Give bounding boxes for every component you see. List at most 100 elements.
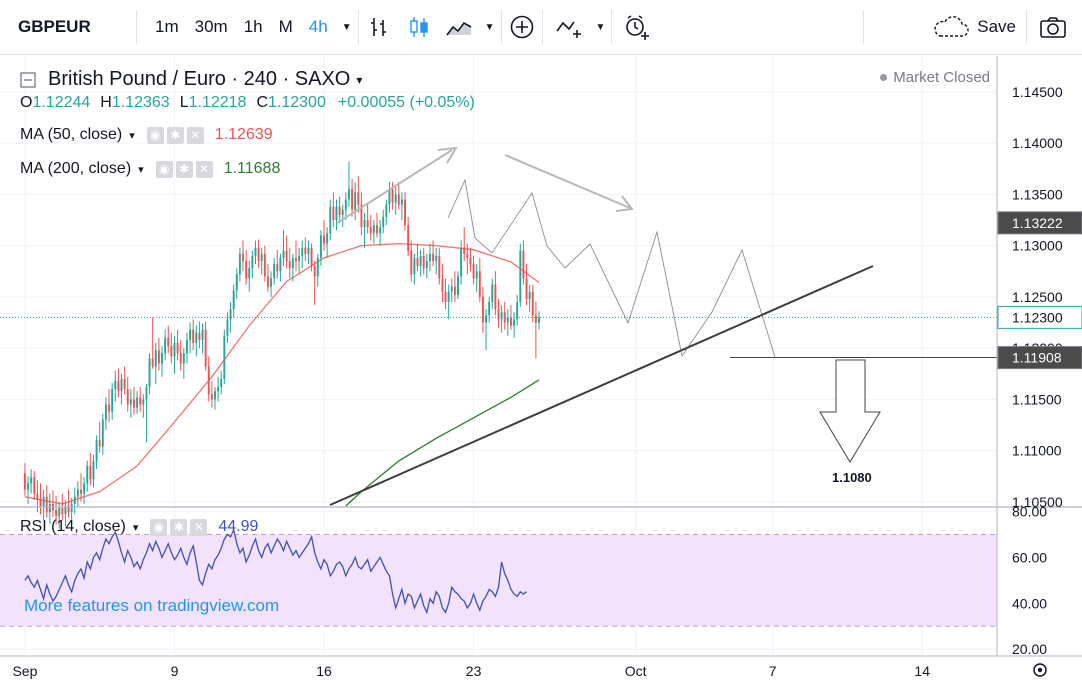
candle-body bbox=[273, 264, 276, 279]
eye-icon[interactable]: ◉ bbox=[155, 160, 173, 178]
open-value: 1.12244 bbox=[32, 94, 91, 111]
close-icon[interactable]: ✕ bbox=[186, 126, 204, 144]
candle-body bbox=[204, 329, 207, 367]
close-icon[interactable]: ✕ bbox=[190, 518, 208, 536]
bar-chart-icon[interactable] bbox=[362, 10, 396, 44]
candle-body bbox=[513, 319, 516, 326]
candle bbox=[39, 483, 42, 515]
interval-chevron-down-icon[interactable]: ▼ bbox=[341, 21, 352, 33]
candle bbox=[351, 179, 354, 217]
interval-4h[interactable]: 4h bbox=[308, 17, 328, 36]
candle-body bbox=[453, 286, 456, 295]
drawing-tool-icon[interactable] bbox=[553, 10, 587, 44]
save-label: Save bbox=[977, 17, 1016, 36]
settings-gear-icon[interactable] bbox=[1033, 663, 1047, 677]
gear-icon[interactable]: ✱ bbox=[166, 126, 184, 144]
candle bbox=[388, 182, 391, 213]
candle bbox=[111, 382, 114, 420]
rsi-chevron-down-icon[interactable]: ▾ bbox=[132, 521, 139, 534]
chart-type-chevron-down-icon[interactable]: ▼ bbox=[484, 21, 495, 33]
candle-body bbox=[410, 250, 413, 275]
save-button[interactable]: Save bbox=[931, 10, 1016, 44]
gear-icon[interactable]: ✱ bbox=[170, 518, 188, 536]
candle-body bbox=[497, 309, 500, 320]
candle-body bbox=[226, 319, 229, 336]
toolbar-divider bbox=[136, 10, 137, 44]
ma200-legend[interactable]: MA (200, close) ▾ ◉ ✱ ✕ 1.11688 bbox=[20, 160, 280, 178]
candle-body bbox=[195, 332, 198, 343]
candle-body bbox=[23, 473, 26, 490]
candle-body bbox=[485, 315, 488, 323]
symbol-search[interactable]: GBPEUR bbox=[18, 17, 91, 36]
candle-body bbox=[145, 387, 148, 400]
candle-body bbox=[357, 192, 360, 205]
candle bbox=[366, 202, 369, 234]
ma50-value: 1.12639 bbox=[214, 126, 273, 143]
ma50-chevron-down-icon[interactable]: ▾ bbox=[129, 129, 135, 142]
camera-icon[interactable] bbox=[1036, 10, 1070, 44]
candle-body bbox=[39, 499, 42, 507]
candle bbox=[114, 370, 117, 402]
interval-30m[interactable]: 30m bbox=[194, 17, 228, 36]
interval-1m[interactable]: 1m bbox=[155, 17, 179, 36]
candle-body bbox=[388, 189, 391, 205]
candle bbox=[407, 216, 410, 256]
candle-body bbox=[80, 489, 82, 494]
candle bbox=[285, 235, 288, 269]
price-tick-label: 1.11500 bbox=[1012, 391, 1062, 407]
alert-icon[interactable] bbox=[620, 10, 654, 44]
candle-body bbox=[360, 204, 363, 228]
interval-m[interactable]: M bbox=[278, 17, 293, 36]
candle bbox=[154, 343, 157, 384]
collapse-legend-icon[interactable] bbox=[20, 71, 36, 88]
rsi-legend[interactable]: RSI (14, close) ▾ ◉ ✱ ✕ 44.99 bbox=[20, 518, 258, 536]
add-indicator-icon[interactable] bbox=[505, 10, 539, 44]
candle bbox=[522, 240, 525, 285]
candle-body bbox=[248, 268, 251, 279]
candle-body bbox=[506, 317, 509, 323]
eye-icon[interactable]: ◉ bbox=[146, 126, 164, 144]
candle bbox=[534, 302, 537, 359]
candle-body bbox=[435, 255, 438, 261]
title-chevron-down-icon[interactable]: ▾ bbox=[356, 72, 363, 87]
candle bbox=[204, 321, 207, 371]
area-chart-icon[interactable] bbox=[442, 10, 476, 44]
candle-body bbox=[157, 350, 160, 364]
ma50-legend[interactable]: MA (50, close) ▾ ◉ ✱ ✕ 1.12639 bbox=[20, 126, 273, 144]
candle-body bbox=[460, 247, 463, 277]
candle-body bbox=[285, 250, 288, 261]
candle bbox=[145, 384, 148, 443]
candles-icon[interactable] bbox=[402, 10, 436, 44]
candle-body bbox=[55, 510, 58, 517]
candle-body bbox=[538, 317, 540, 323]
candle-body bbox=[114, 380, 117, 390]
eye-icon[interactable]: ◉ bbox=[150, 518, 168, 536]
candle bbox=[176, 329, 179, 361]
ma200-chevron-down-icon[interactable]: ▾ bbox=[138, 163, 144, 176]
candle-body bbox=[242, 253, 244, 261]
candle-body bbox=[276, 264, 279, 272]
candle bbox=[450, 278, 453, 302]
candle bbox=[182, 348, 185, 379]
candle bbox=[67, 489, 70, 518]
candle-body bbox=[210, 394, 213, 400]
promo-link[interactable]: More features on tradingview.com bbox=[24, 596, 280, 615]
price-tick-label: 1.13000 bbox=[1012, 238, 1063, 254]
candle bbox=[270, 271, 273, 297]
candle-body bbox=[304, 247, 307, 254]
candle bbox=[347, 161, 350, 207]
candle bbox=[416, 243, 419, 272]
price-chart[interactable]: 1.1080 1.14500 1.14000 1.13500 1.13000 1.125… bbox=[0, 56, 1082, 685]
candle-body bbox=[279, 257, 282, 272]
candle bbox=[528, 284, 531, 313]
candle bbox=[229, 302, 232, 333]
candle bbox=[27, 476, 30, 504]
candle bbox=[488, 296, 491, 323]
close-icon[interactable]: ✕ bbox=[195, 160, 213, 178]
drawing-chevron-down-icon[interactable]: ▼ bbox=[595, 21, 606, 33]
candle bbox=[167, 325, 170, 354]
gear-icon[interactable]: ✱ bbox=[175, 160, 193, 178]
interval-1h[interactable]: 1h bbox=[243, 17, 263, 36]
candle-body bbox=[76, 489, 79, 497]
fall-arrow-head bbox=[615, 195, 634, 212]
